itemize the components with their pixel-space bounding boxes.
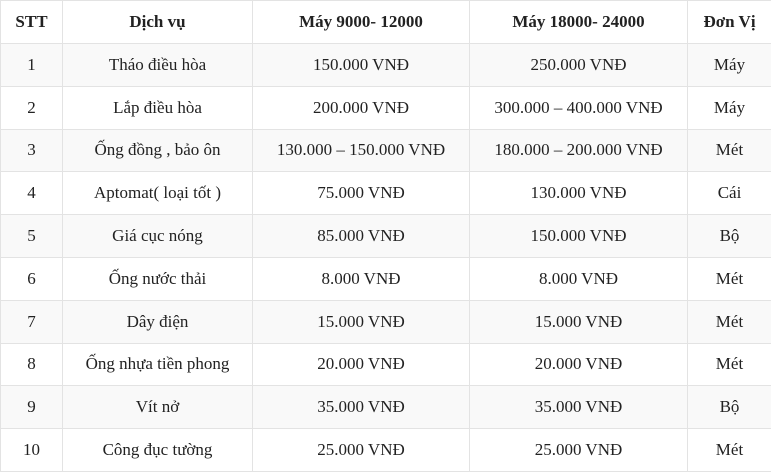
table-row: 1 Tháo điều hòa 150.000 VNĐ 250.000 VNĐ Máy: [0, 43, 771, 87]
cell-stt: 10: [0, 428, 63, 472]
cell-unit: Mét: [687, 256, 771, 301]
cell-service: Tháo điều hòa: [62, 43, 253, 87]
table-row: 7 Dây điện 15.000 VNĐ 15.000 VNĐ Mét: [0, 299, 771, 344]
cell-stt: 3: [0, 128, 63, 173]
header-service: Dịch vụ: [62, 0, 253, 44]
table-row: 2 Lắp điều hòa 200.000 VNĐ 300.000 – 400.00…: [0, 85, 771, 130]
cell-price-9000-12000: 150.000 VNĐ: [252, 43, 470, 87]
cell-price-18000-24000: 20.000 VNĐ: [469, 342, 688, 387]
table-row: 4 Aptomat( loại tốt ) 75.000 VNĐ 130.000 VN…: [0, 171, 771, 216]
cell-service: Ống nước thải: [62, 256, 253, 301]
cell-unit: Máy: [687, 43, 771, 87]
cell-service: Lắp điều hòa: [62, 85, 253, 130]
cell-price-18000-24000: 25.000 VNĐ: [469, 428, 688, 472]
cell-service: Ống nhựa tiền phong: [62, 342, 253, 387]
cell-stt: 8: [0, 342, 63, 387]
cell-stt: 4: [0, 171, 63, 216]
cell-price-9000-12000: 8.000 VNĐ: [252, 256, 470, 301]
cell-price-9000-12000: 200.000 VNĐ: [252, 85, 470, 130]
table-row: 3 Ống đồng , bảo ôn 130.000 – 150.000 VNĐ 1…: [0, 128, 771, 173]
cell-stt: 9: [0, 385, 63, 430]
cell-unit: Bộ: [687, 214, 771, 258]
cell-price-9000-12000: 130.000 – 150.000 VNĐ: [252, 128, 470, 173]
cell-unit: Bộ: [687, 385, 771, 430]
cell-price-18000-24000: 300.000 – 400.000 VNĐ: [469, 85, 688, 130]
cell-service: Ống đồng , bảo ôn: [62, 128, 253, 173]
cell-price-9000-12000: 75.000 VNĐ: [252, 171, 470, 216]
cell-price-18000-24000: 130.000 VNĐ: [469, 171, 688, 216]
cell-price-18000-24000: 150.000 VNĐ: [469, 214, 688, 258]
cell-unit: Cái: [687, 171, 771, 216]
cell-unit: Mét: [687, 128, 771, 173]
cell-unit: Mét: [687, 299, 771, 344]
cell-price-9000-12000: 25.000 VNĐ: [252, 428, 470, 472]
cell-service: Giá cục nóng: [62, 214, 253, 258]
table-row: 10 Công đục tường 25.000 VNĐ 25.000 VNĐ Mét: [0, 428, 771, 472]
cell-stt: 1: [0, 43, 63, 87]
cell-unit: Máy: [687, 85, 771, 130]
cell-service: Dây điện: [62, 299, 253, 344]
cell-price-9000-12000: 85.000 VNĐ: [252, 214, 470, 258]
header-machine-18000-24000: Máy 18000- 24000: [469, 0, 688, 44]
cell-service: Công đục tường: [62, 428, 253, 472]
cell-price-18000-24000: 250.000 VNĐ: [469, 43, 688, 87]
cell-stt: 2: [0, 85, 63, 130]
header-unit: Đơn Vị: [687, 0, 771, 44]
cell-stt: 7: [0, 299, 63, 344]
cell-price-9000-12000: 35.000 VNĐ: [252, 385, 470, 430]
cell-unit: Mét: [687, 428, 771, 472]
cell-price-18000-24000: 180.000 – 200.000 VNĐ: [469, 128, 688, 173]
cell-price-18000-24000: 15.000 VNĐ: [469, 299, 688, 344]
table-body: 1 Tháo điều hòa 150.000 VNĐ 250.000 VNĐ Máy 2…: [0, 43, 771, 472]
cell-stt: 6: [0, 256, 63, 301]
table-row: 8 Ống nhựa tiền phong 20.000 VNĐ 20.000 VNĐ…: [0, 342, 771, 387]
cell-unit: Mét: [687, 342, 771, 387]
cell-service: Vít nở: [62, 385, 253, 430]
header-machine-9000-12000: Máy 9000- 12000: [252, 0, 470, 44]
cell-stt: 5: [0, 214, 63, 258]
table-header: STT Dịch vụ Máy 9000- 12000 Máy 18000- 2…: [0, 0, 771, 44]
cell-service: Aptomat( loại tốt ): [62, 171, 253, 216]
table-row: 9 Vít nở 35.000 VNĐ 35.000 VNĐ Bộ: [0, 385, 771, 430]
cell-price-9000-12000: 20.000 VNĐ: [252, 342, 470, 387]
header-stt: STT: [0, 0, 63, 44]
cell-price-18000-24000: 8.000 VNĐ: [469, 256, 688, 301]
table-row: 6 Ống nước thải 8.000 VNĐ 8.000 VNĐ Mét: [0, 256, 771, 301]
cell-price-18000-24000: 35.000 VNĐ: [469, 385, 688, 430]
header-row: STT Dịch vụ Máy 9000- 12000 Máy 18000- 2…: [0, 0, 771, 44]
cell-price-9000-12000: 15.000 VNĐ: [252, 299, 470, 344]
table-row: 5 Giá cục nóng 85.000 VNĐ 150.000 VNĐ Bộ: [0, 214, 771, 258]
